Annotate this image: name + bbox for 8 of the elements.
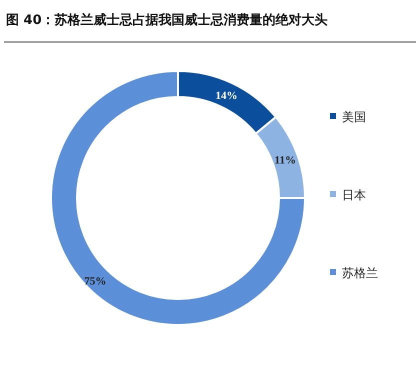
donut-slice [50, 70, 306, 326]
data-label: 14% [216, 90, 238, 102]
legend-label: 苏格兰 [342, 266, 378, 280]
legend-label: 日本 [342, 188, 366, 202]
data-label: 11% [274, 154, 296, 166]
data-label: 75% [84, 276, 106, 288]
legend-label: 美国 [342, 110, 366, 124]
chart-title: 图 40：苏格兰威士忌占据我国威士忌消费量的绝对大头 [6, 12, 328, 28]
